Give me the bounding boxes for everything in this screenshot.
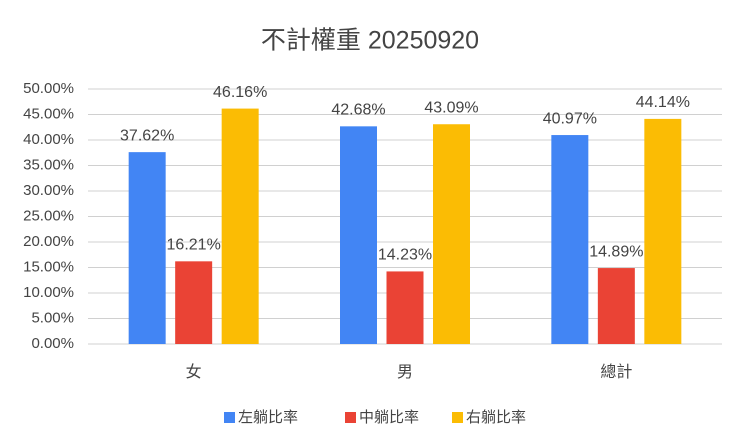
- data-label: 37.62%: [120, 127, 174, 144]
- bar: [128, 152, 166, 344]
- legend-swatch: [345, 412, 356, 423]
- data-label: 14.23%: [378, 247, 432, 264]
- y-tick-label: 5.00%: [31, 309, 74, 326]
- data-label: 16.21%: [167, 237, 221, 254]
- y-tick-label: 40.00%: [23, 131, 74, 148]
- y-tick-label: 30.00%: [23, 182, 74, 199]
- x-tick-label: 女: [186, 362, 202, 381]
- bar: [433, 124, 470, 344]
- data-label: 46.16%: [213, 84, 267, 101]
- y-tick-label: 25.00%: [23, 207, 74, 224]
- y-tick-label: 15.00%: [23, 258, 74, 275]
- bar: [175, 261, 213, 344]
- y-tick-label: 35.00%: [23, 156, 74, 173]
- data-label: 42.68%: [331, 102, 385, 119]
- y-tick-label: 45.00%: [23, 105, 74, 122]
- y-tick-label: 0.00%: [31, 335, 74, 352]
- data-label: 43.09%: [424, 99, 478, 116]
- legend-swatch: [452, 412, 463, 423]
- bar: [597, 268, 635, 344]
- y-tick-label: 20.00%: [23, 233, 74, 250]
- bar: [340, 126, 377, 344]
- bar: [644, 118, 682, 344]
- legend-label: 中躺比率: [359, 409, 419, 426]
- bar: [221, 108, 259, 344]
- chart-title: 不計權重 20250920: [261, 27, 479, 55]
- data-label: 40.97%: [543, 110, 597, 127]
- y-tick-label: 10.00%: [23, 284, 74, 301]
- x-tick-label: 男: [397, 364, 413, 381]
- legend-label: 左躺比率: [238, 409, 298, 426]
- legend-swatch: [224, 412, 235, 423]
- data-label: 44.14%: [636, 94, 690, 111]
- x-tick-label: 總計: [600, 363, 632, 381]
- data-label: 14.89%: [589, 243, 643, 260]
- legend-label: 右躺比率: [466, 409, 526, 426]
- y-tick-label: 50.00%: [23, 80, 74, 97]
- bar: [551, 135, 589, 344]
- bar: [386, 271, 424, 344]
